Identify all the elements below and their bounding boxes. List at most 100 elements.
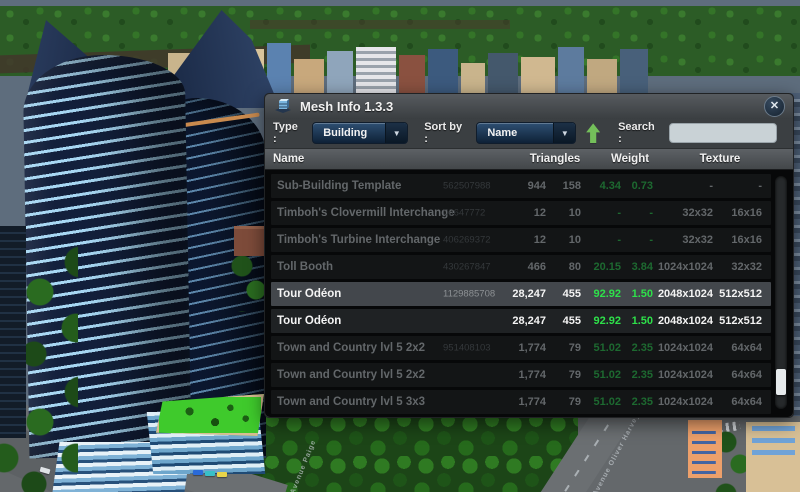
cell-texture: 2048x1024	[657, 288, 713, 300]
cell-weight: 51.02	[593, 342, 621, 354]
cell-lod-triangles: 158	[562, 180, 581, 192]
table-row[interactable]: Toll Booth 430267847 466 80 20.15 3.84 1…	[271, 255, 771, 279]
red-building	[234, 226, 264, 256]
cell-texture: 1024x1024	[657, 342, 713, 354]
toolbar: Type : Building ▼ Sort by : Name ▼ Searc…	[265, 119, 793, 148]
cell-weight: -	[617, 234, 621, 246]
table-row[interactable]: Timboh's Turbine Interchange 406269372 1…	[271, 228, 771, 252]
cell-name: Toll Booth	[277, 261, 333, 273]
cell-texture: 1024x1024	[657, 369, 713, 381]
mesh-info-icon	[275, 98, 291, 113]
skyline-building	[461, 63, 485, 93]
city-edge-strip	[790, 93, 800, 423]
table-row[interactable]: Town and Country lvl 5 2x2 1,774 79 51.0…	[271, 363, 771, 387]
cell-texture: 32x32	[682, 234, 713, 246]
cell-texture: 1024x1024	[657, 396, 713, 408]
cell-asset-id: 1129885708	[443, 288, 496, 300]
trees-mid	[228, 252, 268, 312]
tan-building	[746, 422, 800, 492]
sort-dropdown-value: Name	[487, 127, 518, 140]
cell-lod-triangles: 455	[562, 315, 581, 327]
cell-triangles: 1,774	[518, 342, 546, 354]
cell-triangles: 12	[533, 207, 546, 219]
column-header-name: Name	[273, 152, 305, 165]
cell-name: Timboh's Turbine Interchange	[277, 234, 441, 246]
cell-texture: 1024x1024	[657, 261, 713, 273]
cell-lod-texture: 512x512	[719, 288, 762, 300]
cell-asset-id: 430267847	[443, 261, 491, 273]
table-row[interactable]: Town and Country lvl 5 2x2 951408103 1,7…	[271, 336, 771, 360]
close-button[interactable]: ✕	[764, 95, 785, 117]
scrollbar-track[interactable]	[775, 176, 787, 409]
cell-triangles: 944	[527, 180, 546, 192]
search-label: Search :	[618, 121, 655, 146]
cell-triangles: 1,774	[518, 369, 546, 381]
cell-lod-texture: 16x16	[731, 234, 762, 246]
parked-car	[217, 472, 227, 477]
cell-lod-triangles: 80	[568, 261, 581, 273]
cell-name: Tour Odéon	[277, 315, 342, 327]
search-input[interactable]	[669, 123, 778, 144]
cell-lod-weight: 3.84	[631, 261, 653, 273]
cell-lod-triangles: 10	[568, 234, 581, 246]
cell-texture: 32x32	[682, 207, 713, 219]
skyline-building	[327, 51, 353, 93]
table-row[interactable]: Tour Odéon 28,247 455 92.92 1.50 2048x10…	[271, 309, 771, 333]
type-dropdown[interactable]: Building ▼	[312, 122, 409, 145]
scrollbar-thumb[interactable]	[776, 369, 786, 395]
cell-name: Town and Country lvl 5 3x3	[277, 396, 426, 408]
cell-lod-triangles: 79	[568, 396, 581, 408]
park-trees	[238, 414, 578, 492]
arrow-up-icon	[586, 123, 601, 144]
cell-weight: 51.02	[593, 369, 621, 381]
cell-lod-weight: 2.35	[631, 342, 653, 354]
skyline-building	[428, 49, 458, 93]
cell-lod-weight: -	[649, 207, 653, 219]
table-row[interactable]: Tour Odéon 1129885708 28,247 455 92.92 1…	[271, 282, 771, 306]
close-icon: ✕	[769, 99, 780, 112]
cell-lod-weight: 2.35	[631, 369, 653, 381]
cell-name: Tour Odéon	[277, 288, 342, 300]
chevron-down-icon: ▼	[385, 123, 408, 144]
cell-weight: 92.92	[593, 315, 621, 327]
cell-triangles: 466	[527, 261, 546, 273]
cell-lod-triangles: 79	[568, 369, 581, 381]
cell-texture: 2048x1024	[657, 315, 713, 327]
cell-lod-texture: 16x16	[731, 207, 762, 219]
sort-direction-button[interactable]	[584, 122, 602, 144]
skyline-building	[356, 47, 396, 93]
cell-lod-weight: 1.50	[631, 288, 653, 300]
cell-triangles: 12	[533, 234, 546, 246]
chevron-down-icon: ▼	[553, 123, 576, 144]
skyline-building	[488, 53, 518, 93]
dark-highrise-left	[0, 226, 26, 438]
table-row[interactable]: Sub-Building Template 562507988 944 158 …	[271, 174, 771, 198]
skyline-building	[267, 43, 291, 93]
cell-weight: 92.92	[593, 288, 621, 300]
cell-asset-id: 951408103	[443, 342, 491, 354]
window-titlebar[interactable]: Mesh Info 1.3.3 ✕	[265, 94, 793, 119]
type-dropdown-value: Building	[323, 127, 368, 140]
table-body: Sub-Building Template 562507988 944 158 …	[265, 170, 793, 417]
cell-lod-weight: -	[649, 234, 653, 246]
type-label: Type :	[273, 121, 298, 146]
table-row[interactable]: Timboh's Clovermill Interchange 06647772…	[271, 201, 771, 225]
cell-weight: -	[617, 207, 621, 219]
parked-car	[193, 470, 203, 475]
cell-lod-texture: 64x64	[731, 369, 762, 381]
table-row[interactable]: Town and Country lvl 5 3x3 1,774 79 51.0…	[271, 390, 771, 414]
cell-lod-texture: 512x512	[719, 315, 762, 327]
skyline-building	[521, 57, 555, 93]
column-header-triangles: Triangles	[529, 152, 581, 165]
cell-name: Sub-Building Template	[277, 180, 402, 192]
column-header-weight: Weight	[610, 152, 650, 165]
cell-weight: 4.34	[599, 180, 621, 192]
cell-name: Town and Country lvl 5 2x2	[277, 342, 426, 354]
cell-weight: 20.15	[593, 261, 621, 273]
cliff-band-far	[250, 20, 510, 29]
cell-name: Timboh's Clovermill Interchange	[277, 207, 455, 219]
cell-name: Town and Country lvl 5 2x2	[277, 369, 426, 381]
skyline-building	[294, 59, 324, 93]
sort-dropdown[interactable]: Name ▼	[476, 122, 577, 145]
